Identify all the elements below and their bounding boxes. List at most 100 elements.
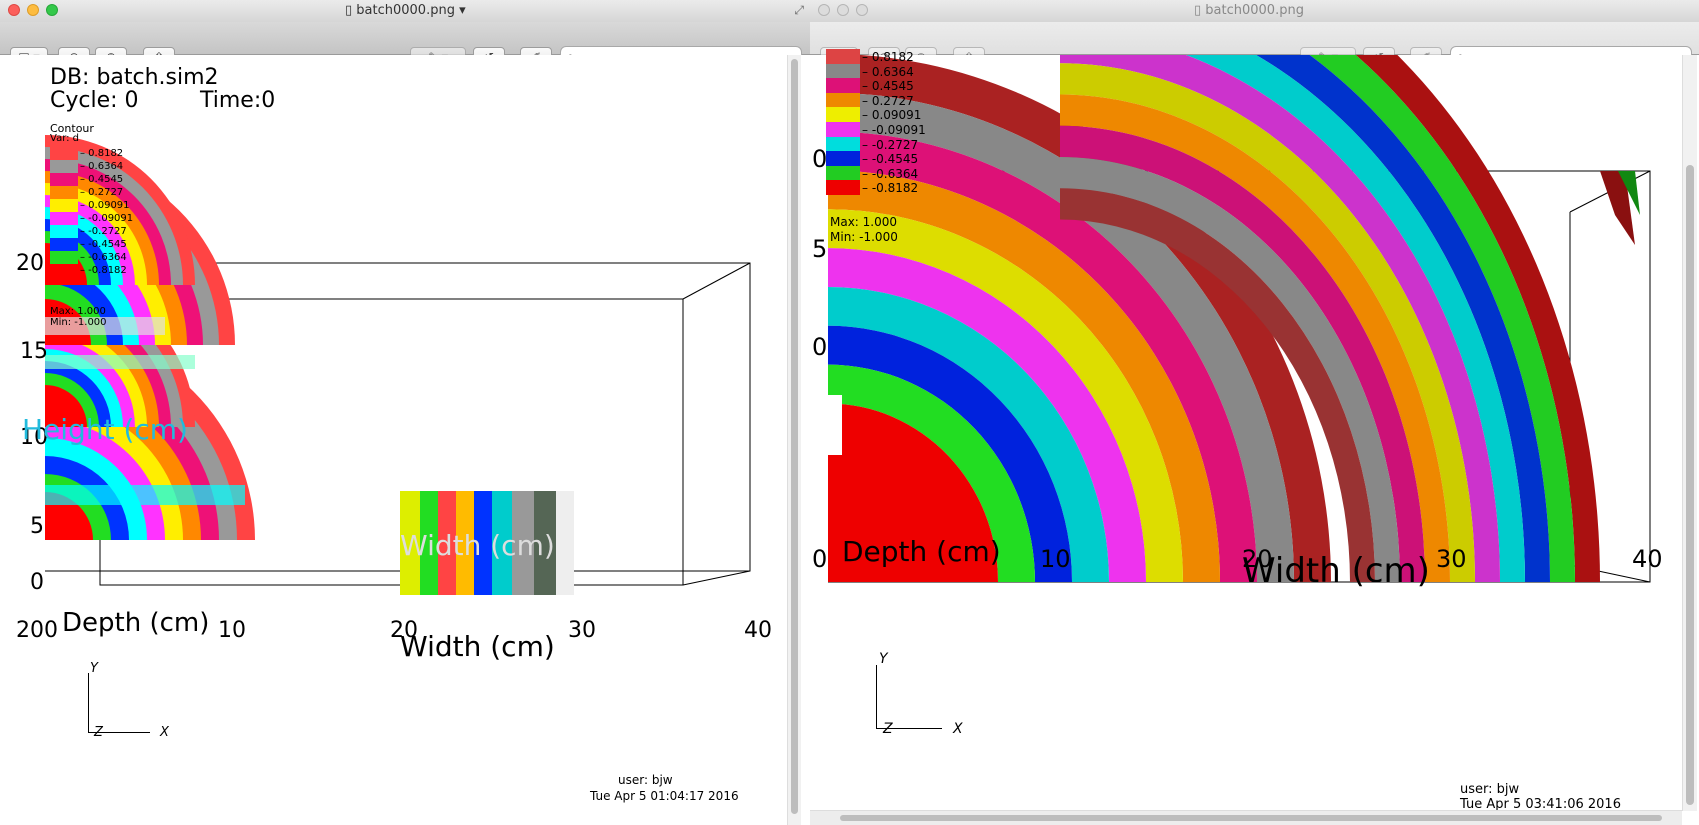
legend-label: – 0.09091	[862, 108, 922, 123]
contour-band	[828, 364, 1035, 582]
triad-y-axis	[88, 673, 89, 733]
y-tick: 15	[20, 339, 48, 364]
close-button[interactable]	[8, 4, 20, 16]
contour-band	[828, 248, 1146, 582]
legend-swatch	[50, 173, 78, 186]
legend-swatch	[826, 63, 860, 79]
legend-swatch	[50, 186, 78, 199]
contour-band	[1060, 94, 1450, 582]
toolbar: ▤ ▾ ⊖ ⊕ ⇪ ✎ ▾ ↺ ✐ ⌕	[810, 22, 1699, 67]
width-axis-ghost-label: Width (cm)	[400, 529, 555, 562]
user-label: user: bjw	[1460, 782, 1520, 797]
legend-label: – 0.8182	[862, 50, 914, 64]
triad-y-label: Y	[879, 651, 888, 667]
right-preview-window: ▯ batch0000.png ▤ ▾ ⊖ ⊕ ⇪ ✎ ▾ ↺ ✐ ⌕	[810, 0, 1699, 825]
y-tick: 5	[30, 514, 44, 539]
window-title[interactable]: ▯ batch0000.png	[1194, 3, 1304, 18]
contour-band	[1309, 55, 1575, 582]
horizontal-scrollbar[interactable]	[810, 810, 1682, 825]
x-tick: 0	[812, 545, 828, 573]
legend-label: – -0.6364	[862, 166, 919, 181]
legend-swatch	[50, 238, 78, 251]
depth-axis-label: Depth (cm)	[62, 608, 210, 638]
triad-x-axis	[876, 728, 942, 729]
legend-swatch	[50, 147, 78, 160]
contour-band	[828, 209, 1183, 582]
document-icon: ▯	[345, 3, 357, 18]
scrollbar-thumb[interactable]	[840, 815, 1662, 821]
triad-y-axis	[876, 665, 877, 729]
x-tick: 20	[390, 618, 418, 643]
contour-band	[1060, 188, 1375, 582]
contour-band	[1256, 55, 1550, 582]
legend-swatch	[826, 136, 860, 152]
contour-fragment	[1618, 171, 1640, 215]
contour-band	[828, 131, 1257, 583]
legend-swatch	[50, 212, 78, 225]
legend-swatch	[826, 78, 860, 93]
triad-x-label: X	[953, 721, 963, 737]
scrollbar-thumb[interactable]	[1686, 165, 1694, 805]
depth-axis-label: Depth (cm)	[842, 535, 1001, 568]
user-label: user: bjw	[618, 773, 673, 787]
contour-band	[45, 317, 165, 335]
triad-x-axis	[88, 732, 150, 733]
vertical-scrollbar[interactable]	[1682, 55, 1697, 811]
legend-label: – -0.2727	[80, 226, 127, 237]
contour-band	[828, 403, 998, 582]
y-tick: 20	[16, 251, 44, 276]
zoom-button[interactable]	[46, 4, 58, 16]
contour-band	[45, 485, 245, 505]
document-icon: ▯	[1194, 3, 1206, 18]
left-preview-window: ▯ batch0000.png ▾ ⤢ ▤ ▾ ⊖ ⊕ ⇪ ✎ ▾ ↺ ✐ ⌕	[0, 0, 810, 825]
legend-label: – 0.4545	[80, 174, 124, 185]
legend-label: – -0.09091	[80, 213, 134, 224]
contour-band	[828, 170, 1220, 582]
triad-x-label: X	[160, 725, 169, 740]
legend-swatch	[50, 264, 78, 277]
image-content: DB: batch.sim2 Cycle: 0 Time:0 Contour V…	[0, 55, 810, 825]
width-axis-label: Width (cm)	[400, 630, 555, 663]
db-label: DB: batch.sim2	[50, 65, 219, 90]
fullscreen-icon[interactable]: ⤢	[794, 3, 804, 17]
close-button[interactable]	[818, 4, 830, 16]
y-tick: 0	[812, 145, 828, 173]
legend-swatch	[50, 160, 78, 173]
y-tick: 0	[812, 333, 828, 361]
legend-title: Contour	[50, 122, 94, 135]
legend-label: – 0.6364	[80, 161, 124, 172]
minimize-button[interactable]	[837, 4, 849, 16]
legend-max: Max: 1.000	[50, 306, 106, 317]
legend-swatch	[50, 225, 78, 238]
triad-z-label: Z	[883, 721, 893, 737]
depth-tick: 200	[16, 618, 58, 643]
legend-label: – -0.8182	[80, 265, 127, 276]
image-content: – 0.8182– 0.6364– 0.4545– 0.2727– 0.0909…	[810, 49, 1699, 825]
width-axis-label: Width (cm)	[1242, 551, 1430, 591]
y-tick: 0	[30, 570, 44, 595]
legend-var: Var: d	[50, 133, 80, 144]
chevron-down-icon: ▾	[454, 3, 466, 18]
title-bar: ▯ batch0000.png	[810, 0, 1699, 22]
contour-region-far	[1060, 55, 1600, 582]
x-tick: 30	[568, 618, 596, 643]
legend-label: – 0.6364	[862, 64, 914, 79]
legend-max: Max: 1.000	[830, 215, 898, 229]
scrollbar-thumb[interactable]	[791, 59, 798, 814]
x-tick: 10	[218, 618, 246, 643]
date-label: Tue Apr 5 03:41:06 2016	[1460, 797, 1621, 812]
vertical-scrollbar[interactable]	[787, 55, 801, 825]
window-title[interactable]: ▯ batch0000.png ▾	[345, 3, 466, 18]
x-tick: 40	[744, 618, 772, 643]
legend-label: – -0.6364	[80, 252, 127, 263]
height-axis-label: Height (cm)	[22, 413, 188, 446]
zoom-button[interactable]	[856, 4, 868, 16]
contour-region-middle	[400, 491, 574, 595]
legend-swatch	[826, 107, 860, 122]
legend-label: – 0.09091	[80, 200, 130, 211]
legend-swatch	[50, 199, 78, 212]
minimize-button[interactable]	[27, 4, 39, 16]
time-label: Time:0	[200, 88, 276, 113]
contour-band	[45, 385, 87, 427]
x-tick: 10	[1040, 545, 1071, 573]
